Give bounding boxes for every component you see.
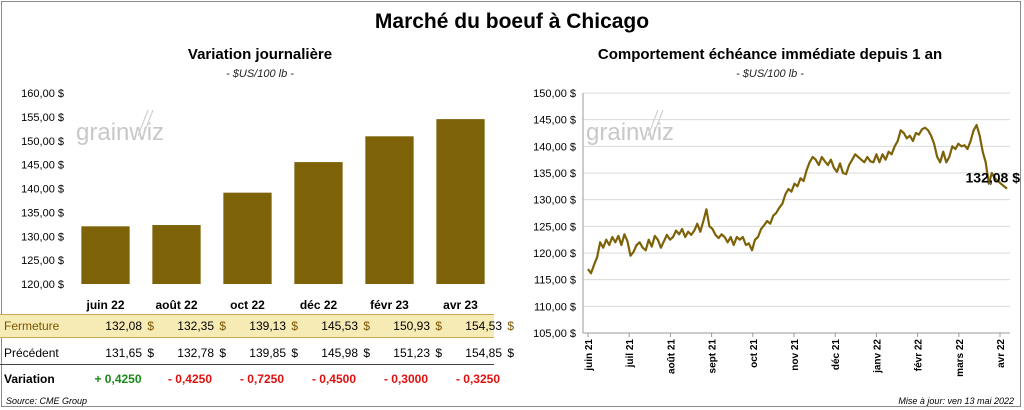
bar-y-tick-label: 140,00 $ xyxy=(21,184,64,196)
value: - 0,3250 xyxy=(455,372,501,386)
line-y-tick-label: 145,00 $ xyxy=(533,115,576,127)
value: 131,65 xyxy=(105,346,142,360)
line-x-tick-label: mars 22 xyxy=(955,339,966,377)
bar-y-tick-label: 125,00 $ xyxy=(21,255,64,267)
currency-symbol: $ xyxy=(291,346,298,360)
currency-symbol: $ xyxy=(219,319,226,333)
value: - 0,3000 xyxy=(383,372,429,386)
value: 154,53 xyxy=(465,319,502,333)
price-series-line xyxy=(587,123,1008,275)
bar xyxy=(152,225,201,284)
currency-symbol: $ xyxy=(147,346,154,360)
row-label-precedent: Précédent xyxy=(4,346,59,360)
value: 139,85 xyxy=(249,346,286,360)
value: 145,98 xyxy=(321,346,358,360)
currency-symbol: $ xyxy=(219,346,226,360)
value: 145,53 xyxy=(321,319,358,333)
source-note: Source: CME Group xyxy=(6,396,88,406)
bar-chart: 120,00 $ 125,00 $ 130,00 $ 135,00 $ 140,00 $… xyxy=(21,88,485,312)
line-y-tick-label: 150,00 $ xyxy=(533,88,576,100)
line-x-tick-label: févr 22 xyxy=(914,339,925,372)
bar-category-label: déc 22 xyxy=(300,298,338,312)
value: 132,08 xyxy=(105,319,142,333)
value: 132,78 xyxy=(177,346,214,360)
line-x-tick-label: avr 22 xyxy=(996,339,1007,368)
bar-category-label: févr 23 xyxy=(370,298,409,312)
line-x-tick-label: juil 21 xyxy=(625,339,636,369)
value: + 0,4250 xyxy=(94,372,142,386)
bar-y-tick-label: 130,00 $ xyxy=(21,231,64,243)
currency-symbol: $ xyxy=(363,319,370,333)
currency-symbol: $ xyxy=(363,346,370,360)
bar-y-tick-label: 160,00 $ xyxy=(21,88,64,100)
line-watermark: grainwiz xyxy=(586,119,674,146)
line-watermark-mark xyxy=(647,109,664,137)
value: - 0,4500 xyxy=(311,372,357,386)
value: - 0,4250 xyxy=(167,372,213,386)
line-x-tick-label: déc 21 xyxy=(831,339,842,371)
bar-category-label: juin 22 xyxy=(85,298,124,312)
line-y-tick-label: 135,00 $ xyxy=(533,168,576,180)
table-row-variation: Variation + 0,4250 - 0,4250 - 0,7250 - 0… xyxy=(0,368,500,390)
right-chart-title: Comportement échéance immédiate depuis 1… xyxy=(597,46,943,63)
bar xyxy=(365,136,414,284)
value: 132,35 xyxy=(177,319,214,333)
line-x-tick-label: août 21 xyxy=(666,339,677,374)
line-y-tick-label: 120,00 $ xyxy=(533,248,576,260)
currency-symbol: $ xyxy=(291,319,298,333)
line-x-tick-label: sept 21 xyxy=(708,339,719,374)
value: - 0,7250 xyxy=(239,372,285,386)
line-y-tick-label: 140,00 $ xyxy=(533,141,576,153)
bar-y-tick-label: 120,00 $ xyxy=(21,279,64,291)
bar-category-label: août 22 xyxy=(155,298,197,312)
left-chart-title: Variation journalière xyxy=(187,46,333,63)
bar xyxy=(223,192,272,284)
bar-category-label: oct 22 xyxy=(230,298,265,312)
update-note: Mise à jour: ven 13 mai 2022 xyxy=(898,396,1014,406)
currency-symbol: $ xyxy=(435,319,442,333)
currency-symbol: $ xyxy=(507,319,514,333)
table-row-precedent: Précédent 131,65 $ 132,78 $ 139,85 $ 145,98… xyxy=(0,342,514,365)
bar-watermark-mark xyxy=(137,109,154,137)
bar-y-tick-label: 155,00 $ xyxy=(21,112,64,124)
value: 154,85 xyxy=(465,346,502,360)
value: 151,23 xyxy=(393,346,430,360)
line-chart-plot: 105,00 $ 110,00 $ 115,00 $ 120,00 $ 125,00 $… xyxy=(533,88,1020,377)
bar xyxy=(436,119,485,284)
value: 139,13 xyxy=(249,319,286,333)
line-x-tick-label: nov 21 xyxy=(790,339,801,371)
line-chart: 105,00 $ 110,00 $ 115,00 $ 120,00 $ 125,00 $… xyxy=(533,88,1020,377)
bar xyxy=(81,226,130,284)
bar-watermark: grainwiz xyxy=(76,119,164,146)
line-y-tick-label: 130,00 $ xyxy=(533,195,576,207)
last-value-label: 132,08 $ xyxy=(966,170,1021,186)
bar-chart-plot: 120,00 $ 125,00 $ 130,00 $ 135,00 $ 140,00 $… xyxy=(21,88,485,312)
line-x-tick-label: janv 22 xyxy=(872,339,883,374)
bar xyxy=(294,162,343,284)
bar-y-tick-label: 135,00 $ xyxy=(21,207,64,219)
table-row-fermeture: Fermeture 132,08 $ 132,35 $ 139,13 $ 145,53… xyxy=(0,314,514,338)
bar-category-label: avr 23 xyxy=(443,298,478,312)
line-y-tick-label: 105,00 $ xyxy=(533,328,576,340)
line-y-tick-label: 115,00 $ xyxy=(534,275,576,287)
currency-symbol: $ xyxy=(435,346,442,360)
bar-y-tick-label: 150,00 $ xyxy=(21,136,64,148)
bar-y-tick-label: 145,00 $ xyxy=(21,160,64,172)
line-x-tick-label: oct 21 xyxy=(749,339,760,368)
right-chart-unit: - $US/100 lb - xyxy=(736,68,804,80)
currency-symbol: $ xyxy=(147,319,154,333)
line-y-tick-label: 110,00 $ xyxy=(534,301,576,313)
row-label-variation: Variation xyxy=(4,372,55,386)
line-y-tick-label: 125,00 $ xyxy=(533,221,576,233)
left-chart-unit: - $US/100 lb - xyxy=(226,68,294,80)
row-label-fermeture: Fermeture xyxy=(4,319,60,333)
value: 150,93 xyxy=(393,319,430,333)
currency-symbol: $ xyxy=(507,346,514,360)
page-title: Marché du boeuf à Chicago xyxy=(374,10,650,33)
line-x-tick-label: juin 21 xyxy=(584,339,595,372)
